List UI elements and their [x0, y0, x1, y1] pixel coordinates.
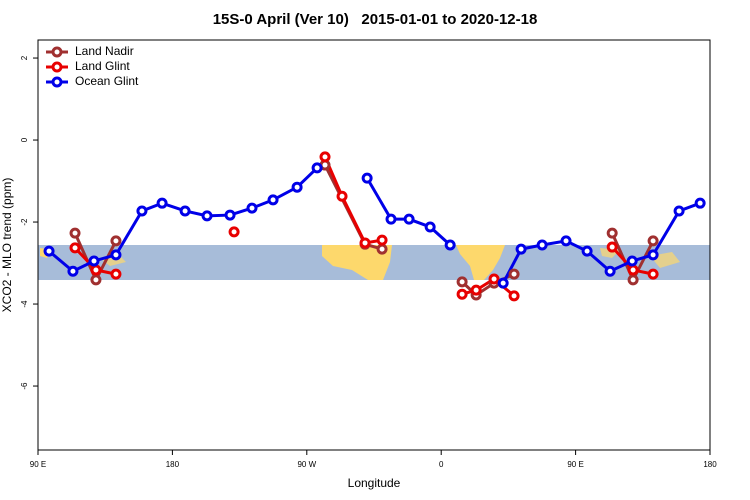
data-point: [179, 205, 191, 217]
data-point: [67, 265, 79, 277]
legend-label: Ocean Glint: [75, 74, 139, 88]
data-point: [470, 284, 482, 296]
data-point: [376, 243, 388, 255]
data-point: [90, 274, 102, 286]
series-line: [365, 177, 452, 247]
data-point: [647, 249, 659, 261]
data-point: [606, 241, 618, 253]
data-point: [267, 194, 279, 206]
y-tick-label: -4: [20, 300, 29, 308]
x-tick-label: 90 W: [297, 460, 316, 469]
data-point: [376, 234, 388, 246]
data-point: [69, 242, 81, 254]
data-point: [424, 221, 436, 233]
x-tick-label: 0: [439, 460, 444, 469]
data-point: [497, 277, 509, 289]
data-point: [508, 268, 520, 280]
data-point: [606, 227, 618, 239]
data-point: [581, 245, 593, 257]
data-point: [536, 239, 548, 251]
data-point: [311, 162, 323, 174]
data-point: [43, 245, 55, 257]
data-point: [627, 264, 639, 276]
y-tick-label: -6: [20, 382, 29, 390]
x-tick-label: 90 E: [567, 460, 583, 469]
x-tick-label: 180: [166, 460, 180, 469]
data-point: [456, 288, 468, 300]
x-axis-label: Longitude: [348, 476, 401, 490]
data-point: [444, 239, 456, 251]
data-point: [673, 205, 685, 217]
data-point: [88, 255, 100, 267]
y-tick-label: 2: [20, 55, 29, 60]
data-point: [228, 226, 240, 238]
data-point: [604, 265, 616, 277]
legend-marker: [51, 76, 63, 88]
data-point: [647, 235, 659, 247]
series-line: [323, 156, 383, 245]
series-line: [501, 201, 701, 284]
data-point: [110, 235, 122, 247]
legend-label: Land Glint: [75, 59, 130, 73]
data-point: [110, 268, 122, 280]
y-tick-label: 0: [20, 137, 29, 142]
chart-title: 15S-0 April (Ver 10) 2015-01-01 to 2020-…: [213, 11, 538, 28]
data-point: [508, 290, 520, 302]
data-point: [224, 209, 236, 221]
y-axis-label: XCO2 - MLO trend (ppm): [0, 178, 14, 313]
data-point: [319, 151, 331, 163]
data-point: [456, 276, 468, 288]
legend-label: Land Nadir: [75, 44, 134, 58]
data-point: [694, 197, 706, 209]
data-point: [246, 202, 258, 214]
data-point: [361, 172, 373, 184]
data-point: [359, 237, 371, 249]
y-tick-label: -2: [20, 218, 29, 226]
data-point: [647, 268, 659, 280]
data-point: [201, 210, 213, 222]
x-tick-label: 180: [703, 460, 717, 469]
legend-marker: [51, 61, 63, 73]
data-point: [291, 181, 303, 193]
data-point: [385, 213, 397, 225]
data-point: [156, 197, 168, 209]
data-point: [403, 213, 415, 225]
data-point: [336, 190, 348, 202]
data-point: [90, 264, 102, 276]
data-point: [488, 273, 500, 285]
data-point: [627, 274, 639, 286]
legend-marker: [51, 46, 63, 58]
data-point: [626, 255, 638, 267]
data-point: [110, 249, 122, 261]
data-point: [560, 235, 572, 247]
data-point: [69, 227, 81, 239]
data-point: [136, 205, 148, 217]
plot-frame: [37, 39, 711, 451]
data-point: [515, 243, 527, 255]
x-tick-label: 90 E: [30, 460, 46, 469]
